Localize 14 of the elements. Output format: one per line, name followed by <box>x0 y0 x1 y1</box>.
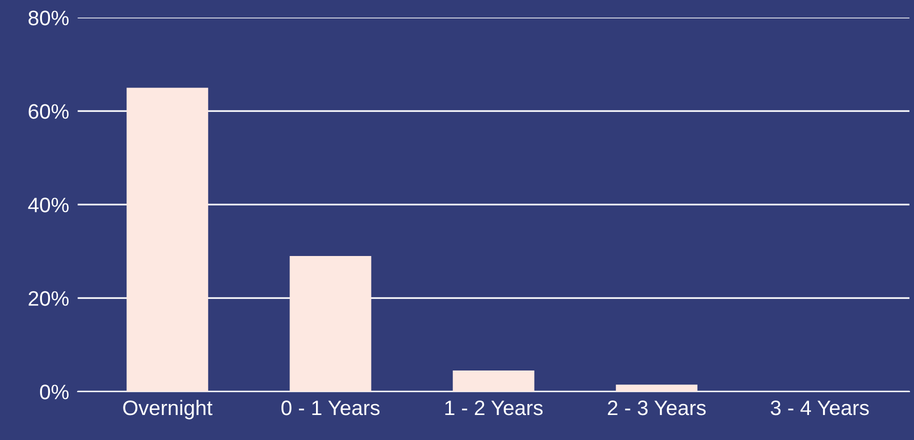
x-tick-label: 0 - 1 Years <box>281 400 380 416</box>
y-tick-label: 60% <box>28 104 69 119</box>
y-tick-label: 20% <box>28 291 69 306</box>
bar <box>126 88 208 392</box>
x-tick-label: Overnight <box>123 400 212 420</box>
x-tick-label: 3 - 4 Years <box>770 400 869 416</box>
x-tick-label: 2 - 3 Years <box>608 400 706 416</box>
bar <box>452 370 534 392</box>
y-tick-label: 40% <box>28 198 69 212</box>
bar <box>616 384 698 392</box>
y-tick-label: 0% <box>40 384 69 400</box>
bar <box>290 256 372 392</box>
x-tick-label: 1 - 2 Years <box>445 400 543 416</box>
y-tick-label: 80% <box>28 10 69 26</box>
